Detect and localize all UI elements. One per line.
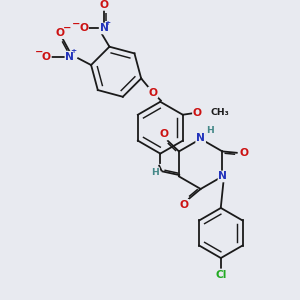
Text: N: N — [65, 52, 74, 62]
Text: +: + — [70, 48, 76, 54]
Text: N: N — [218, 171, 227, 182]
Text: O: O — [100, 0, 109, 10]
Text: −: − — [72, 19, 80, 29]
Text: CH₃: CH₃ — [211, 108, 230, 117]
Text: +: + — [105, 20, 111, 26]
Text: O: O — [159, 129, 168, 139]
Text: −: − — [35, 47, 43, 57]
Text: Cl: Cl — [215, 269, 226, 280]
Text: N: N — [100, 23, 109, 33]
Text: O: O — [79, 23, 88, 33]
Text: O: O — [42, 52, 51, 62]
Text: O: O — [193, 108, 202, 118]
Text: O: O — [56, 28, 65, 38]
Text: −: − — [63, 23, 71, 33]
Text: H: H — [152, 168, 159, 177]
Text: O: O — [148, 88, 158, 98]
Text: N: N — [196, 133, 205, 143]
Text: H: H — [206, 126, 214, 135]
Text: O: O — [239, 148, 248, 158]
Text: O: O — [180, 200, 189, 210]
